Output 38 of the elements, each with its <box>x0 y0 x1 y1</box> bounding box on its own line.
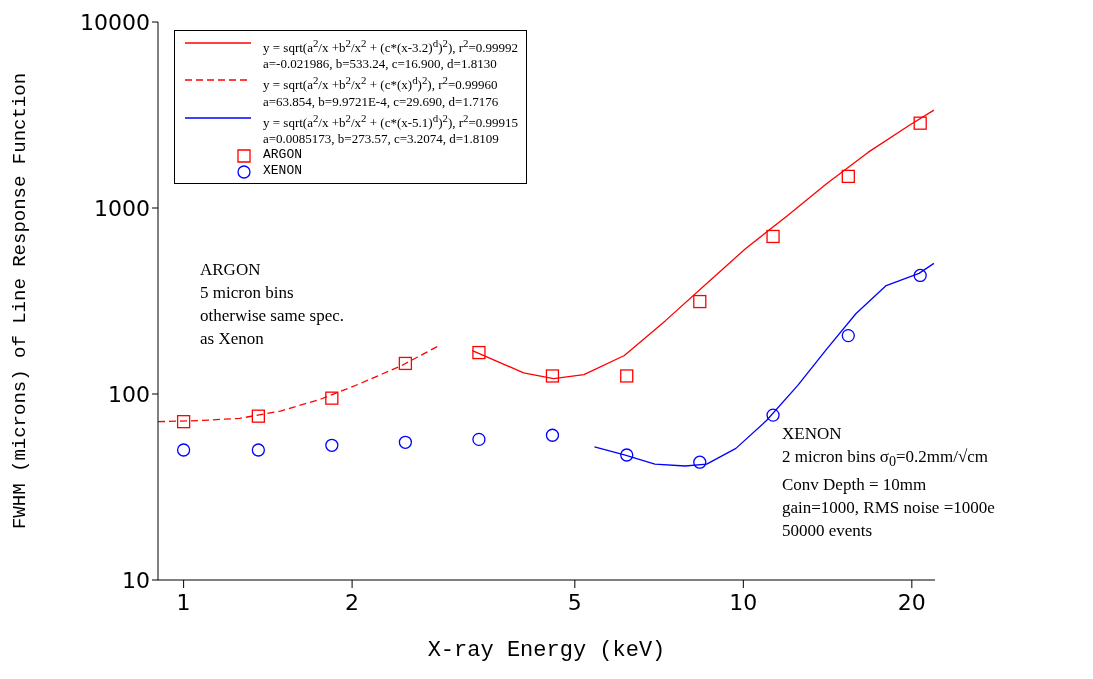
x-tick-label: 20 <box>897 589 926 615</box>
point <box>472 432 486 447</box>
point <box>693 455 707 469</box>
point <box>693 294 707 309</box>
annotation: ARGON 5 micron bins otherwise same spec. as Xenon <box>200 259 344 350</box>
x-tick-label: 5 <box>567 589 582 615</box>
y-tick-label: 10000 <box>80 9 150 35</box>
x-tick-label: 1 <box>176 589 191 615</box>
x-tick-label: 2 <box>345 589 360 615</box>
y-axis-title: FWHM (microns) of Line Response Function <box>8 72 31 530</box>
annotation: XENON 2 micron bins σ$_{0}$=0.2mm/√cm Conv Depth = 10mm gain=1000, RMS noise =1000e 50000 events <box>782 423 995 543</box>
point <box>325 438 339 452</box>
point <box>325 391 339 405</box>
point <box>620 369 634 383</box>
point <box>841 169 855 184</box>
point <box>545 369 560 383</box>
y-tick-label: 10 <box>122 567 150 593</box>
point <box>913 116 927 130</box>
point <box>766 408 780 422</box>
text: y = sqrt(a$^{2}$/x +b$^{2}$/x$^{2}$ + (c*(x-5.1)$^{d}$)$^{2}$), r$^{2}$=0.99915 a=0.0085173, b=273.57, c=3.2074, d=1.8109 <box>263 111 519 146</box>
point <box>913 268 927 283</box>
legend-label: ARGON <box>263 146 303 163</box>
point <box>766 229 780 244</box>
point <box>398 435 413 449</box>
point <box>176 443 191 457</box>
point <box>472 345 486 360</box>
y-tick-label: 100 <box>108 381 150 407</box>
legend-label: XENON <box>263 162 303 179</box>
point <box>841 328 855 343</box>
point <box>620 448 634 462</box>
point <box>251 409 266 423</box>
y-tick-label: 1000 <box>94 195 150 221</box>
point <box>251 443 266 457</box>
x-tick-label: 10 <box>729 589 758 615</box>
point <box>176 415 191 429</box>
point <box>545 428 560 442</box>
point <box>398 356 413 371</box>
x-axis-title: X-ray Energy (keV) <box>427 638 666 663</box>
